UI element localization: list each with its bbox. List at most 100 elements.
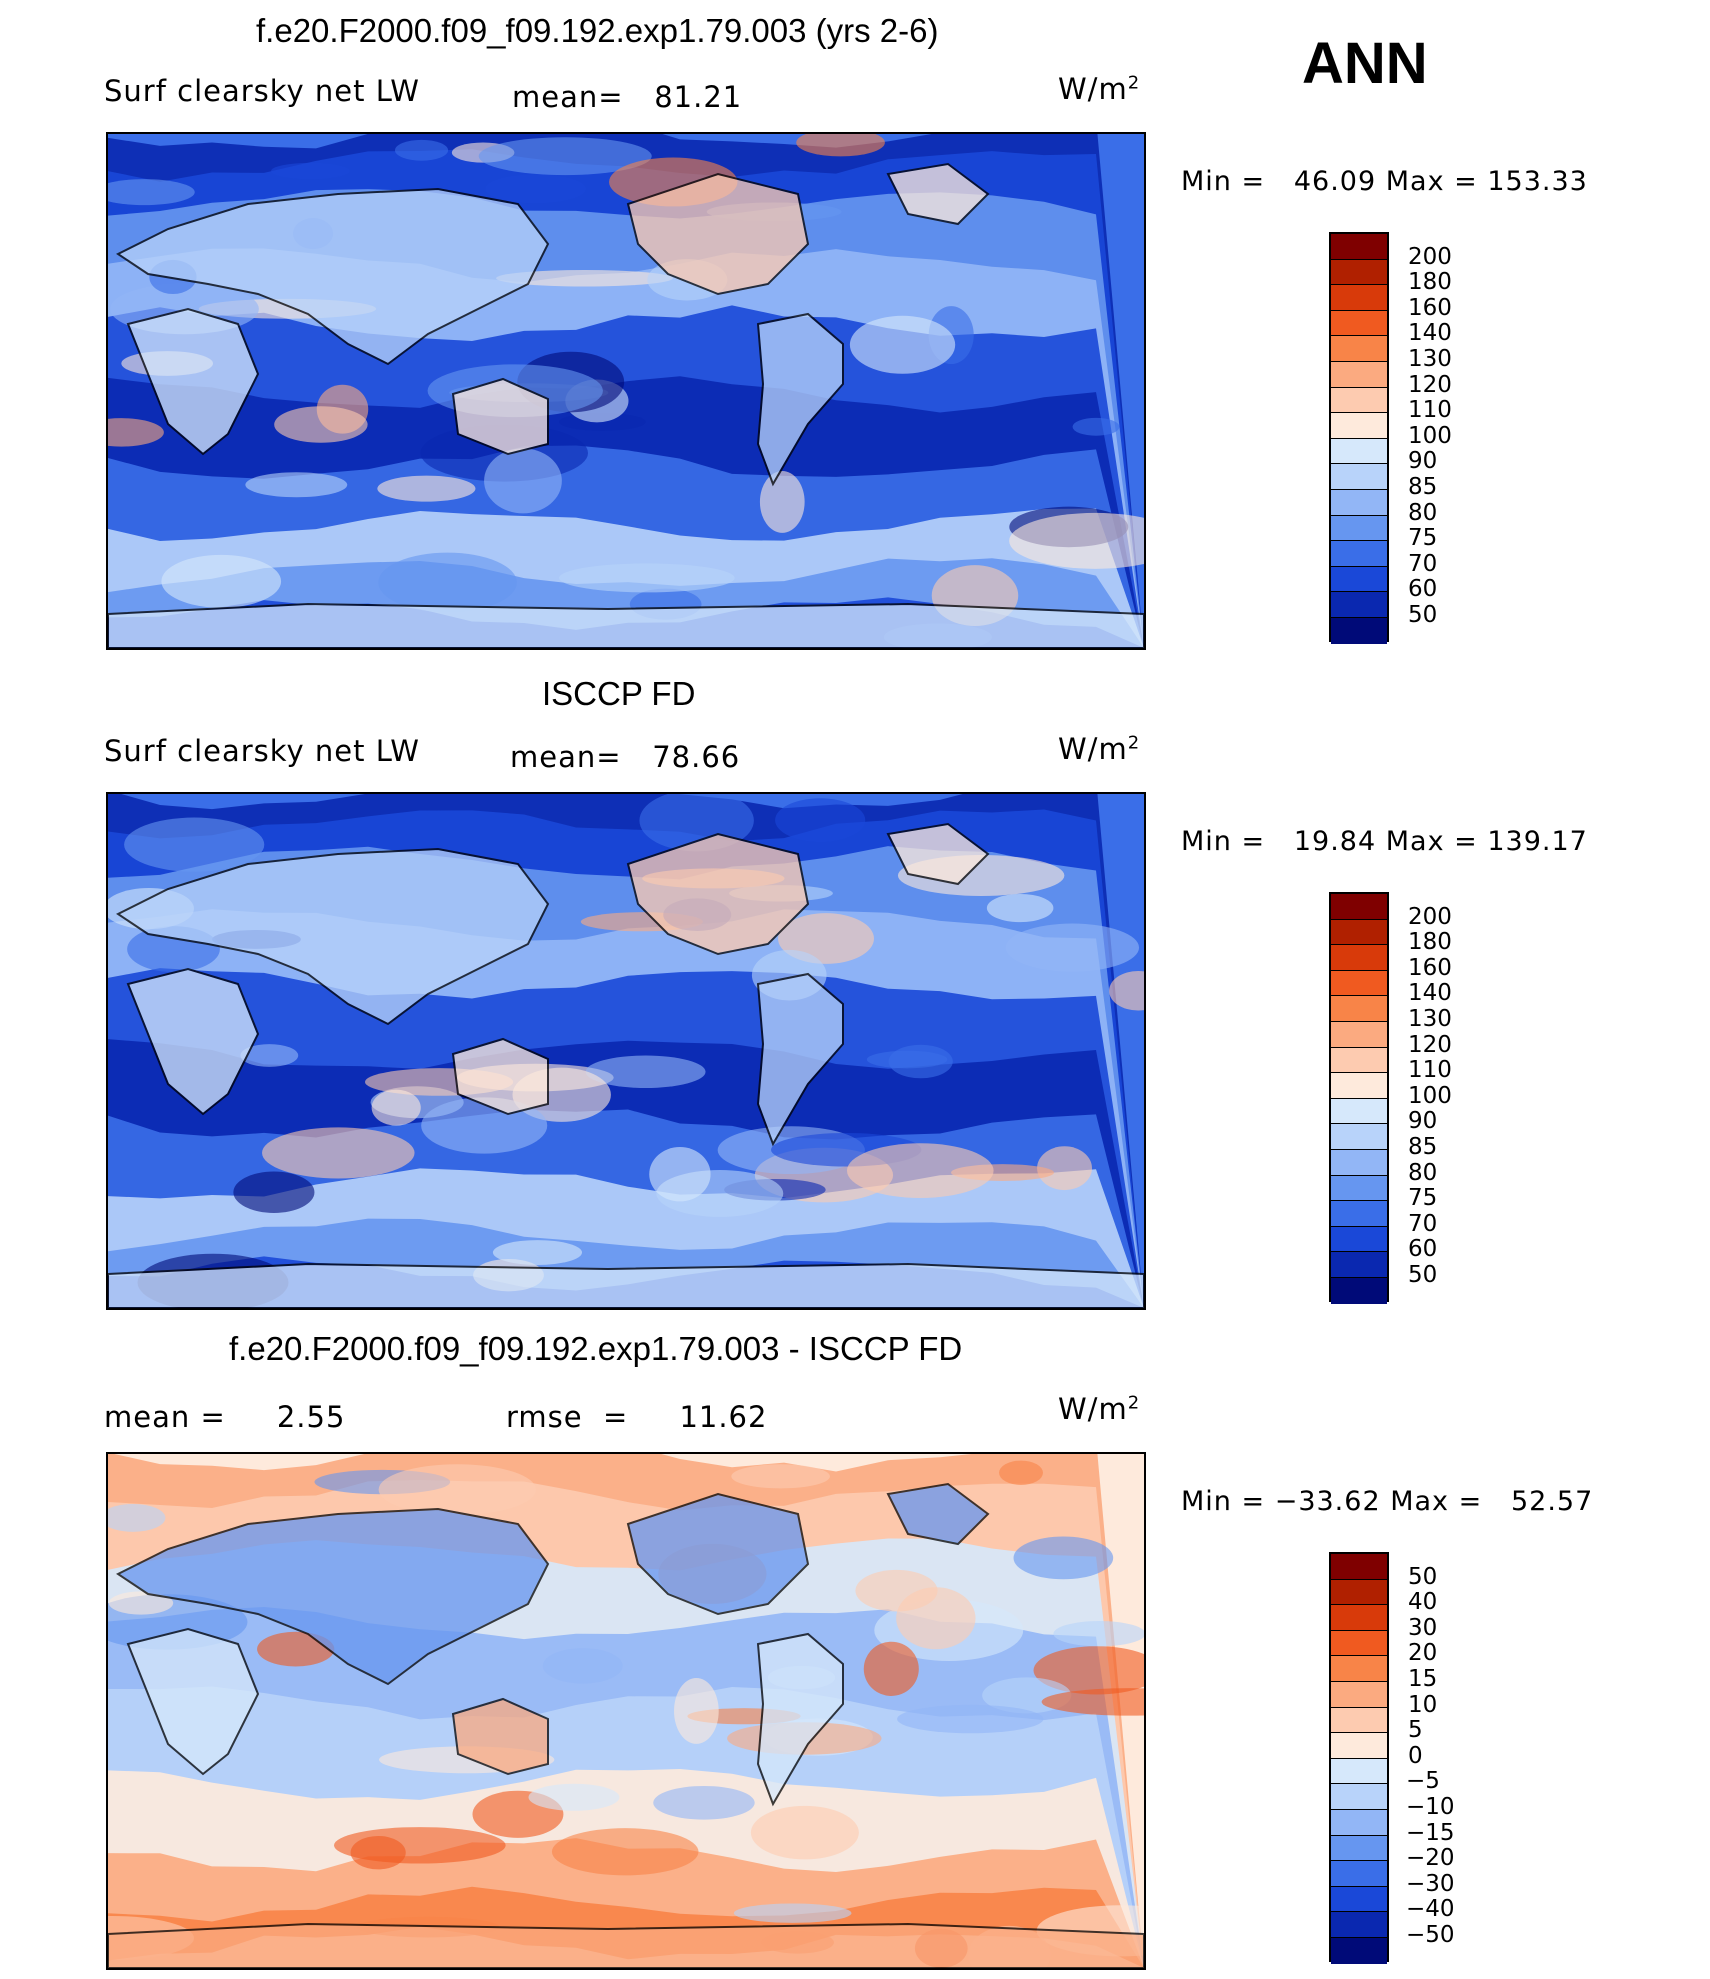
map-diff (106, 1452, 1146, 1970)
continent-outline (451, 1037, 549, 1116)
colorbar-swatch (1331, 336, 1387, 362)
colorbar-tick-label: −20 (1406, 1845, 1455, 1872)
colorbar-swatch (1331, 1886, 1387, 1913)
field-blob (371, 1089, 421, 1126)
field-blob (240, 1044, 299, 1067)
panel-title: ISCCP FD (542, 675, 696, 712)
field-blob (124, 817, 265, 872)
colorbar-tick-label: 180 (1408, 929, 1452, 956)
minmax-label: Min = 19.84 Max = 139.17 (1181, 826, 1588, 857)
colorbar-swatch (1331, 1554, 1387, 1580)
field-blob (1033, 1646, 1144, 1695)
colorbar-tick-label: −15 (1406, 1819, 1455, 1846)
continent-outline (886, 822, 990, 886)
colorbar-swatch (1331, 1021, 1387, 1048)
continent-outline (108, 1922, 1144, 1968)
field-blob (897, 1704, 1044, 1734)
field-blob (750, 1805, 859, 1860)
colorbar-tick-label: 110 (1408, 1057, 1452, 1084)
colorbar (1329, 892, 1389, 1304)
colorbar-tick-label: 40 (1408, 1589, 1438, 1616)
colorbar-swatch (1331, 1835, 1387, 1862)
mean-label: mean= 78.66 (510, 740, 741, 774)
field-blob (108, 1503, 166, 1532)
colorbar-tick-label: 120 (1408, 1031, 1452, 1058)
field-blob (653, 1785, 755, 1820)
units-label: W/m2 (1058, 1392, 1141, 1426)
field-blob (496, 269, 673, 287)
field-blob (484, 448, 562, 514)
colorbar-tick-label: 10 (1408, 1691, 1438, 1718)
field-blob (1109, 971, 1144, 1011)
colorbar-swatch (1331, 1707, 1387, 1734)
minmax-label: Min = 46.09 Max = 153.33 (1181, 166, 1588, 197)
colorbar-swatch (1331, 1073, 1387, 1099)
colorbar-swatch (1331, 489, 1387, 516)
field-blob (731, 1464, 830, 1489)
field-blob (377, 475, 476, 502)
colorbar-swatch (1331, 1784, 1387, 1810)
rmse-label: rmse = 11.62 (506, 1400, 768, 1434)
colorbar-swatch (1331, 1681, 1387, 1708)
field-blob (108, 179, 195, 206)
colorbar-swatch (1331, 1226, 1387, 1253)
field-blob (528, 1783, 620, 1811)
colorbar-tick-label: 120 (1408, 371, 1452, 398)
season-label: ANN (1302, 31, 1428, 96)
colorbar-swatch (1331, 1047, 1387, 1074)
continent-outline (126, 1627, 260, 1776)
field-blob (350, 1835, 406, 1870)
field-blob (542, 1648, 623, 1684)
map-obs (106, 792, 1146, 1310)
colorbar-tick-label: 50 (1408, 1262, 1438, 1288)
units-label: W/m2 (1058, 72, 1141, 106)
continent-outline (886, 1482, 990, 1546)
field-blob (233, 1171, 315, 1213)
continent-outline (451, 1697, 549, 1776)
continent-outline (886, 162, 990, 226)
map-field (108, 1454, 1144, 1968)
colorbar-swatch (1331, 1605, 1387, 1631)
field-blob (394, 139, 449, 161)
field-blob (108, 1591, 174, 1615)
colorbar-tick-label: 70 (1408, 1210, 1438, 1237)
colorbar-swatch (1331, 285, 1387, 311)
field-blob (108, 418, 164, 447)
field-blob (674, 1677, 719, 1744)
colorbar-swatch (1331, 310, 1387, 337)
colorbar-swatch (1331, 1252, 1387, 1278)
colorbar-swatch (1331, 1912, 1387, 1938)
colorbar-swatch (1331, 919, 1387, 946)
colorbar-tick-label: 60 (1408, 1236, 1438, 1263)
continent-outline (108, 602, 1144, 648)
colorbar-tick-label: 160 (1408, 294, 1452, 321)
colorbar-swatch (1331, 438, 1387, 465)
colorbar-swatch (1331, 970, 1387, 997)
field-blob (896, 1587, 976, 1650)
field-blob (478, 137, 652, 176)
colorbar-swatch (1331, 1149, 1387, 1176)
colorbar-tick-label: 70 (1408, 550, 1438, 577)
field-blob (986, 893, 1054, 923)
minmax-label: Min = −33.62 Max = 52.57 (1181, 1486, 1594, 1517)
colorbar-swatch (1331, 592, 1387, 618)
colorbar (1329, 1552, 1389, 1964)
field-blob (649, 1146, 711, 1202)
continent-outline (116, 847, 550, 1026)
colorbar-swatch (1331, 259, 1387, 286)
colorbar-tick-label: 30 (1408, 1614, 1438, 1641)
continent-outline (626, 832, 810, 956)
map-field (108, 794, 1144, 1308)
colorbar-tick-label: 140 (1408, 320, 1452, 347)
continent-outline (756, 312, 844, 487)
map-field (108, 134, 1144, 648)
panel-title: f.e20.F2000.f09_f09.192.exp1.79.003 - IS… (229, 1330, 963, 1367)
colorbar-swatch (1331, 1861, 1387, 1887)
field-blob (778, 913, 874, 964)
colorbar-swatch (1331, 515, 1387, 542)
field-blob (161, 554, 282, 608)
colorbar-tick-label: 20 (1408, 1640, 1438, 1667)
colorbar-swatch (1331, 1630, 1387, 1657)
colorbar-swatch (1331, 996, 1387, 1022)
field-blob (274, 406, 368, 443)
